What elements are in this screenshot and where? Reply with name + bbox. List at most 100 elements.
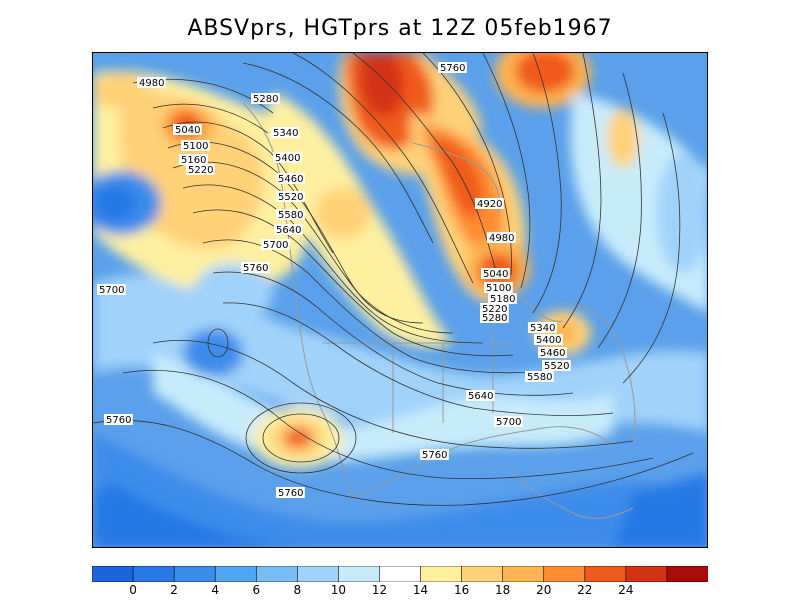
colorbar-swatch bbox=[255, 566, 299, 582]
map-title: ABSVprs, HGTprs at 12Z 05feb1967 bbox=[187, 16, 613, 41]
contour-label-bg bbox=[179, 154, 208, 165]
colorbar-tick-label: 18 bbox=[495, 583, 511, 597]
colorbar-tick-label: 0 bbox=[129, 583, 137, 597]
colorbar-tick-label: 22 bbox=[577, 583, 593, 597]
contour-label-bg bbox=[534, 334, 563, 345]
colorbar-tick-label: 12 bbox=[371, 583, 388, 597]
contour-label-bg bbox=[542, 360, 571, 371]
contour-label-bg bbox=[487, 232, 516, 243]
contour-label: 5520 bbox=[544, 361, 569, 372]
colorbar-swatch bbox=[338, 566, 381, 582]
contour-label: 5280 bbox=[253, 94, 278, 105]
contour-label-bg bbox=[137, 77, 166, 88]
contour-label-bg bbox=[274, 224, 303, 235]
contour-label: 5700 bbox=[99, 285, 124, 296]
contour-label: 5760 bbox=[278, 488, 303, 499]
contour-label: 5640 bbox=[276, 225, 301, 236]
colorbar-ticks: 0 2 4 6 8 10 12 14 16 18 20 22 24 bbox=[92, 583, 708, 597]
colorbar-tick-label: 10 bbox=[330, 583, 347, 597]
contour-label: 5220 bbox=[482, 304, 507, 315]
contour-label-bg bbox=[528, 322, 557, 333]
contour-label-bg bbox=[475, 198, 504, 209]
colorbar-swatch bbox=[543, 566, 586, 582]
colorbar-tick-label: 20 bbox=[536, 583, 552, 597]
contour-label: 5760 bbox=[422, 450, 447, 461]
colorbar-swatch bbox=[420, 566, 463, 582]
contour-label: 5400 bbox=[275, 153, 300, 164]
contour-label: 4980 bbox=[139, 78, 164, 89]
contour-label: 5100 bbox=[183, 141, 208, 152]
contour-label-bg bbox=[466, 390, 495, 401]
contour-label-bg bbox=[481, 268, 510, 279]
colorbar-tick-label: 24 bbox=[618, 583, 634, 597]
contour-label-bg bbox=[273, 152, 302, 163]
contour-label: 5760 bbox=[106, 415, 131, 426]
contour-label-bg bbox=[538, 347, 567, 358]
contour-label: 4920 bbox=[477, 199, 502, 210]
contour-label-bg bbox=[276, 209, 305, 220]
colorbar-swatch bbox=[461, 566, 504, 582]
contour-label: 5460 bbox=[540, 348, 565, 359]
contour-label: 4980 bbox=[489, 233, 514, 244]
colorbar-tick-label: 4 bbox=[211, 583, 220, 597]
contour-label: 5340 bbox=[530, 323, 555, 334]
colorbar-swatch bbox=[625, 566, 668, 582]
colorbar-swatch bbox=[379, 566, 422, 582]
height-contours bbox=[93, 53, 694, 506]
contour-label: 5040 bbox=[175, 125, 200, 136]
colorbar-tick-label: 8 bbox=[293, 583, 302, 597]
colorbar-tick-label: 14 bbox=[412, 583, 429, 597]
contour-label: 5580 bbox=[278, 210, 303, 221]
contour-label-bg bbox=[480, 303, 509, 314]
contour-label: 5340 bbox=[273, 128, 298, 139]
colorbar-tick-label: 2 bbox=[170, 583, 178, 597]
contour-label: 5220 bbox=[188, 165, 213, 176]
colorbar-tick-label: 6 bbox=[252, 583, 261, 597]
contour-label: 5460 bbox=[278, 174, 303, 185]
contour-label-bg bbox=[480, 312, 509, 323]
contour-label: 5640 bbox=[468, 391, 493, 402]
contour-label-bg bbox=[251, 93, 280, 104]
contour-label-bg bbox=[173, 124, 202, 135]
contour-label: 5400 bbox=[536, 335, 561, 346]
colorbar-swatch bbox=[297, 566, 340, 582]
contour-label-bg bbox=[276, 487, 305, 498]
colorbar-swatch bbox=[666, 566, 708, 582]
contour-label-bg bbox=[488, 293, 517, 304]
contour-label-bg bbox=[97, 284, 126, 295]
contour-label-bg bbox=[484, 282, 513, 293]
contour-label: 5160 bbox=[181, 155, 206, 166]
colorbar bbox=[92, 566, 708, 582]
contour-label-bg bbox=[276, 173, 305, 184]
contour-label: 5700 bbox=[496, 417, 521, 428]
contour-label-bg bbox=[420, 449, 449, 460]
contour-label: 5100 bbox=[486, 283, 511, 294]
contour-label-bg bbox=[241, 262, 270, 273]
contour-label-bg bbox=[494, 416, 523, 427]
contour-label: 5580 bbox=[527, 372, 552, 383]
contour-label: 5180 bbox=[490, 294, 515, 305]
colorbar-swatch bbox=[214, 566, 258, 582]
map-panel: 4980 5280 5040 5100 5160 5220 5340 5400 5460 5520… bbox=[92, 52, 708, 548]
contour-label-bg bbox=[186, 164, 215, 175]
colorbar-swatch bbox=[132, 566, 175, 582]
vorticity-map: 4980528050405100516052205340540054605520… bbox=[93, 53, 707, 547]
colorbar-swatch bbox=[173, 566, 216, 582]
contour-label-bg bbox=[525, 371, 554, 382]
vorticity-shading bbox=[93, 53, 707, 547]
contour-label: 5040 bbox=[483, 269, 508, 280]
contour-label: 5280 bbox=[482, 313, 507, 324]
contour-label-bg bbox=[104, 414, 133, 425]
contour-label-bg bbox=[181, 140, 210, 151]
colorbar-swatch bbox=[502, 566, 545, 582]
contour-labels: 4980528050405100516052205340540054605520… bbox=[97, 62, 571, 499]
contour-label-bg bbox=[276, 191, 305, 202]
contour-label: 5520 bbox=[278, 192, 303, 203]
contour-label-bg bbox=[261, 239, 290, 250]
contour-label: 5760 bbox=[243, 263, 268, 274]
contour-label-bg bbox=[271, 127, 300, 138]
colorbar-swatch bbox=[584, 566, 627, 582]
colorbar-tick-label: 16 bbox=[453, 583, 470, 597]
contour-label: 5700 bbox=[263, 240, 288, 251]
contour-label-bg bbox=[438, 62, 467, 73]
